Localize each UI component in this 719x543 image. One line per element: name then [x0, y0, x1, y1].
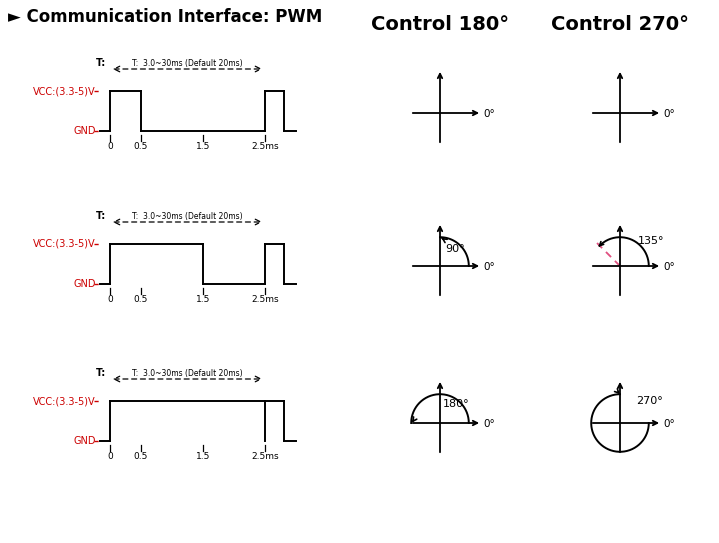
Text: 0.5: 0.5 [134, 142, 148, 151]
Text: 1.5: 1.5 [196, 295, 210, 304]
Text: 2.5ms: 2.5ms [251, 295, 279, 304]
Text: 90°: 90° [445, 244, 464, 254]
Text: 2.5ms: 2.5ms [251, 142, 279, 151]
Text: T:  3.0~30ms (Default 20ms): T: 3.0~30ms (Default 20ms) [132, 59, 243, 68]
Text: T:  3.0~30ms (Default 20ms): T: 3.0~30ms (Default 20ms) [132, 212, 243, 221]
Text: T:: T: [96, 58, 106, 68]
Text: 0: 0 [107, 452, 113, 461]
Text: GND: GND [73, 126, 96, 136]
Text: 135°: 135° [638, 236, 664, 246]
Text: T:: T: [96, 368, 106, 378]
Text: VCC:(3.3-5)V: VCC:(3.3-5)V [33, 86, 96, 96]
Text: GND: GND [73, 436, 96, 446]
Text: 1.5: 1.5 [196, 142, 210, 151]
Text: 0°: 0° [483, 419, 495, 429]
Text: VCC:(3.3-5)V: VCC:(3.3-5)V [33, 239, 96, 249]
Text: 0.5: 0.5 [134, 452, 148, 461]
Text: 0°: 0° [663, 419, 675, 429]
Text: 0°: 0° [483, 262, 495, 272]
Text: 0: 0 [107, 295, 113, 304]
Text: T:: T: [96, 211, 106, 221]
Text: Control 270°: Control 270° [551, 15, 689, 34]
Text: T:  3.0~30ms (Default 20ms): T: 3.0~30ms (Default 20ms) [132, 369, 243, 378]
Text: ► Communication Interface: PWM: ► Communication Interface: PWM [8, 8, 322, 26]
Text: 2.5ms: 2.5ms [251, 452, 279, 461]
Text: 0°: 0° [663, 109, 675, 119]
Text: 0°: 0° [483, 109, 495, 119]
Text: 0.5: 0.5 [134, 295, 148, 304]
Text: 0°: 0° [663, 262, 675, 272]
Text: VCC:(3.3-5)V: VCC:(3.3-5)V [33, 396, 96, 406]
Text: 180°: 180° [443, 399, 470, 409]
Text: 1.5: 1.5 [196, 452, 210, 461]
Text: 0: 0 [107, 142, 113, 151]
Text: Control 180°: Control 180° [371, 15, 509, 34]
Text: GND: GND [73, 279, 96, 289]
Text: 270°: 270° [636, 396, 663, 406]
